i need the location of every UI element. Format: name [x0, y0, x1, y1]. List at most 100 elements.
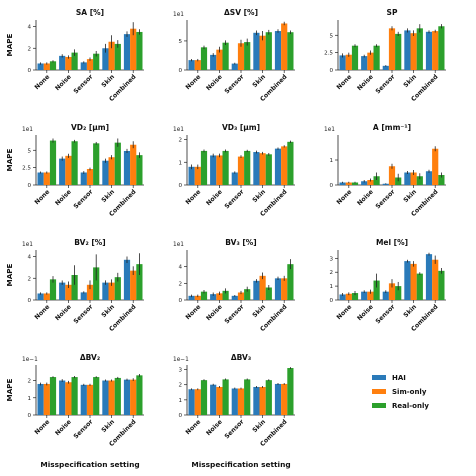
bar-realonly-noise	[71, 377, 78, 415]
bar-simonly-skin	[108, 380, 115, 415]
y-tick-label: 1	[178, 160, 182, 166]
bar-simonly-none	[43, 63, 50, 70]
bar-hai-sensor	[80, 384, 87, 415]
bar-hai-combined	[274, 278, 282, 300]
bar-realonly-none	[351, 45, 359, 70]
bar-realonly-sensor	[93, 377, 100, 415]
bar-realonly-none	[49, 279, 57, 300]
bar-realonly-sensor	[395, 33, 402, 70]
x-tick-label: None	[34, 418, 52, 436]
x-tick-label: Sensor	[374, 73, 397, 96]
y-axis-label: MAPE	[5, 378, 14, 401]
bar-simonly-none	[194, 166, 201, 185]
bar-realonly-noise	[222, 379, 229, 415]
x-axis-label: Misspecification setting	[191, 460, 290, 469]
bar-realonly-skin	[265, 287, 272, 300]
y-tick-label: 2	[329, 270, 333, 276]
bar-simonly-noise	[367, 180, 374, 185]
axis-multiplier: 1e1	[173, 242, 184, 248]
bar-realonly-combined	[438, 26, 445, 70]
bar-simonly-combined	[130, 144, 137, 185]
bar-hai-combined	[274, 383, 282, 415]
x-tick-label: Skin	[100, 418, 116, 434]
bar-simonly-none	[194, 389, 201, 415]
bar-hai-noise	[361, 56, 368, 70]
y-tick-label: 0	[27, 298, 31, 304]
x-tick-label: None	[336, 303, 354, 321]
panel-title: BV₃ [%]	[225, 238, 256, 247]
y-tick-label: 1	[27, 396, 31, 402]
legend-swatch	[372, 389, 386, 394]
y-tick-label: 0	[329, 68, 333, 74]
bar-simonly-sensor	[86, 384, 94, 415]
bar-simonly-noise	[216, 293, 223, 300]
panel-title: ΔSV [%]	[224, 8, 258, 17]
bar-simonly-combined	[281, 23, 288, 70]
bar-simonly-skin	[410, 33, 417, 70]
bar-simonly-sensor	[388, 166, 396, 185]
bar-realonly-skin	[416, 273, 423, 300]
bar-simonly-combined	[130, 28, 137, 70]
bar-realonly-skin	[114, 142, 121, 185]
bar-realonly-sensor	[244, 150, 251, 185]
bar-hai-noise	[59, 282, 66, 300]
bar-realonly-combined	[438, 270, 445, 300]
panel-title: ΔBV₃	[231, 353, 251, 362]
bar-realonly-skin	[114, 377, 121, 415]
x-tick-label: None	[34, 303, 52, 321]
bar-simonly-sensor	[388, 28, 396, 70]
bar-simonly-combined	[130, 270, 137, 300]
bar-realonly-sensor	[395, 286, 402, 300]
bar-realonly-combined	[287, 264, 294, 300]
y-tick-label: 0	[329, 183, 333, 189]
bar-realonly-noise	[222, 42, 229, 70]
bar-hai-none	[37, 63, 44, 70]
bar-hai-sensor	[231, 172, 238, 185]
x-tick-label: Sensor	[72, 418, 95, 441]
bar-hai-sensor	[80, 62, 87, 70]
bar-hai-combined	[274, 148, 282, 185]
x-tick-label: Skin	[251, 418, 267, 434]
bar-realonly-sensor	[244, 42, 251, 70]
bar-simonly-noise	[367, 291, 374, 300]
bar-realonly-skin	[265, 154, 272, 185]
bar-realonly-noise	[222, 150, 229, 185]
bar-simonly-combined	[130, 379, 137, 415]
bar-hai-sensor	[80, 172, 87, 185]
bar-simonly-sensor	[86, 169, 94, 185]
y-tick-label: 0	[178, 183, 182, 189]
axis-multiplier: 1e1	[173, 12, 184, 18]
bar-hai-none	[188, 60, 195, 70]
x-tick-label: Skin	[100, 303, 116, 319]
bar-simonly-noise	[65, 56, 72, 70]
y-tick-label: 1	[329, 284, 333, 290]
legend-label: HAI	[392, 374, 406, 382]
x-tick-label: None	[185, 73, 203, 91]
bar-realonly-none	[351, 182, 359, 185]
panel-title: VD₂ [μm]	[71, 123, 109, 132]
bar-simonly-none	[345, 54, 352, 70]
bar-hai-none	[37, 172, 44, 185]
bar-realonly-skin	[416, 176, 423, 185]
bar-simonly-skin	[410, 172, 417, 185]
x-tick-label: Skin	[100, 73, 116, 89]
x-tick-label: Noise	[54, 303, 73, 322]
bar-hai-skin	[253, 386, 260, 415]
bar-hai-noise	[210, 54, 217, 70]
bar-realonly-noise	[71, 141, 78, 185]
x-tick-label: None	[34, 188, 52, 206]
y-tick-label: 1	[178, 398, 182, 404]
bar-simonly-skin	[259, 386, 266, 415]
y-tick-label: 5	[329, 33, 333, 39]
y-tick-label: 0	[329, 298, 333, 304]
y-tick-label: 0	[178, 298, 182, 304]
bar-realonly-combined	[287, 141, 294, 185]
y-axis-label: MAPE	[5, 33, 14, 56]
bar-hai-skin	[253, 32, 260, 70]
bar-simonly-combined	[281, 278, 288, 300]
x-tick-label: Skin	[100, 188, 116, 204]
